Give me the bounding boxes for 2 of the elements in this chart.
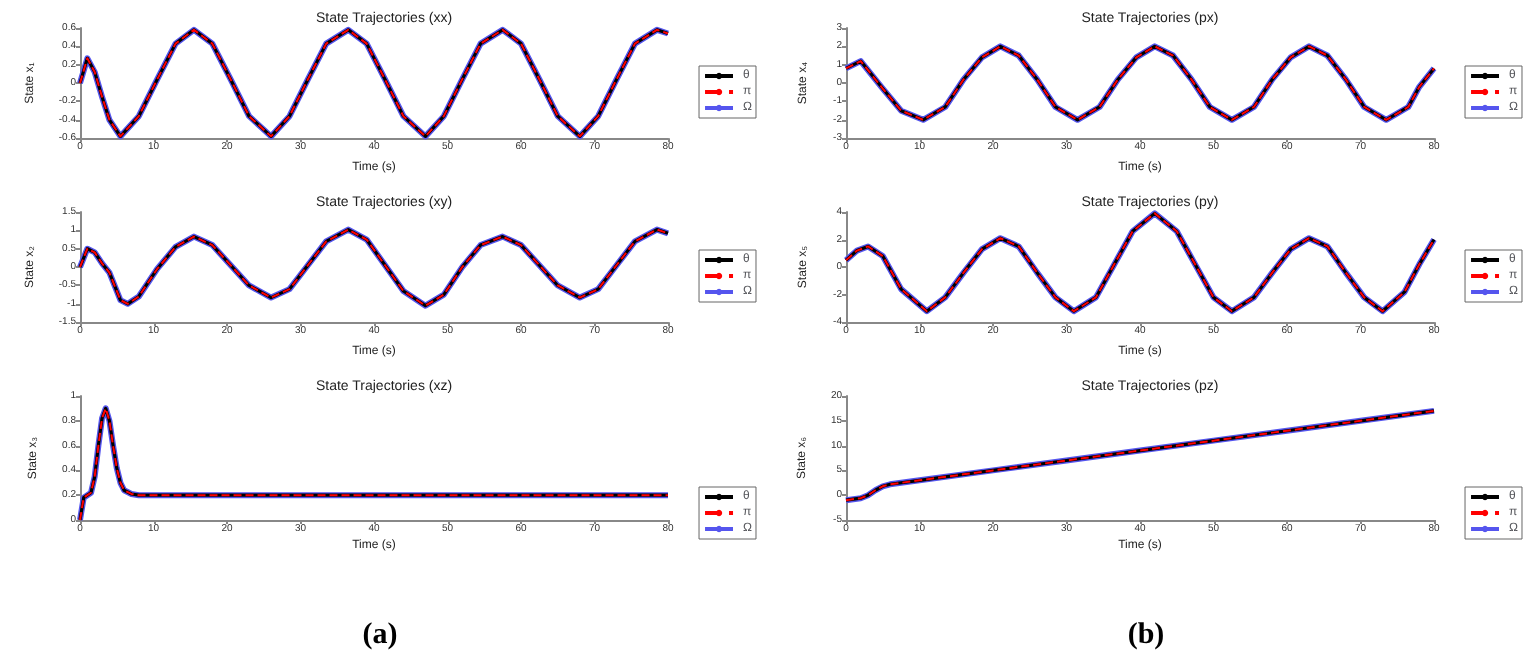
text: (a)	[362, 619, 398, 651]
text: (b)	[1127, 619, 1165, 651]
